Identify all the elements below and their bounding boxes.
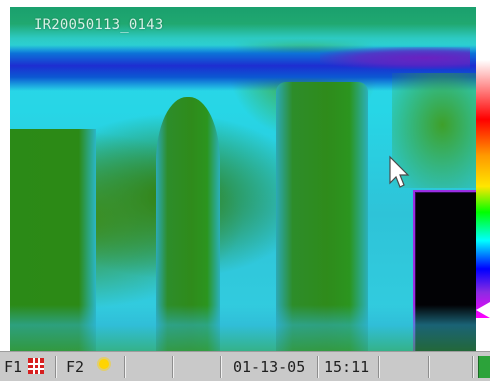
right-upper-region	[392, 73, 476, 188]
image-label: IR20050113_0143	[34, 17, 164, 33]
status-separator	[55, 356, 56, 378]
status-time: 15:11	[324, 358, 370, 376]
color-scale-bar	[476, 60, 490, 318]
status-separator	[172, 356, 173, 378]
f2-label: F2	[66, 358, 85, 376]
thermal-image: IR20050113_0143	[10, 7, 476, 351]
grid-icon[interactable]	[28, 358, 44, 374]
scale-bottom-marker-icon	[476, 302, 490, 318]
status-bar: F1 F2 01-13-05 15:11	[0, 351, 490, 381]
status-date: 01-13-05	[233, 358, 306, 376]
battery-icon	[478, 356, 490, 378]
sun-icon[interactable]	[99, 359, 109, 369]
purple-hotspot	[320, 47, 470, 69]
lower-band	[10, 305, 476, 351]
status-separator	[428, 356, 429, 378]
pointer-icon	[389, 155, 410, 188]
status-separator	[472, 356, 473, 378]
scale-top-marker-icon	[476, 48, 490, 62]
f1-label: F1	[4, 358, 23, 376]
status-separator	[378, 356, 379, 378]
status-separator	[220, 356, 221, 378]
status-separator	[124, 356, 125, 378]
status-separator	[317, 356, 318, 378]
